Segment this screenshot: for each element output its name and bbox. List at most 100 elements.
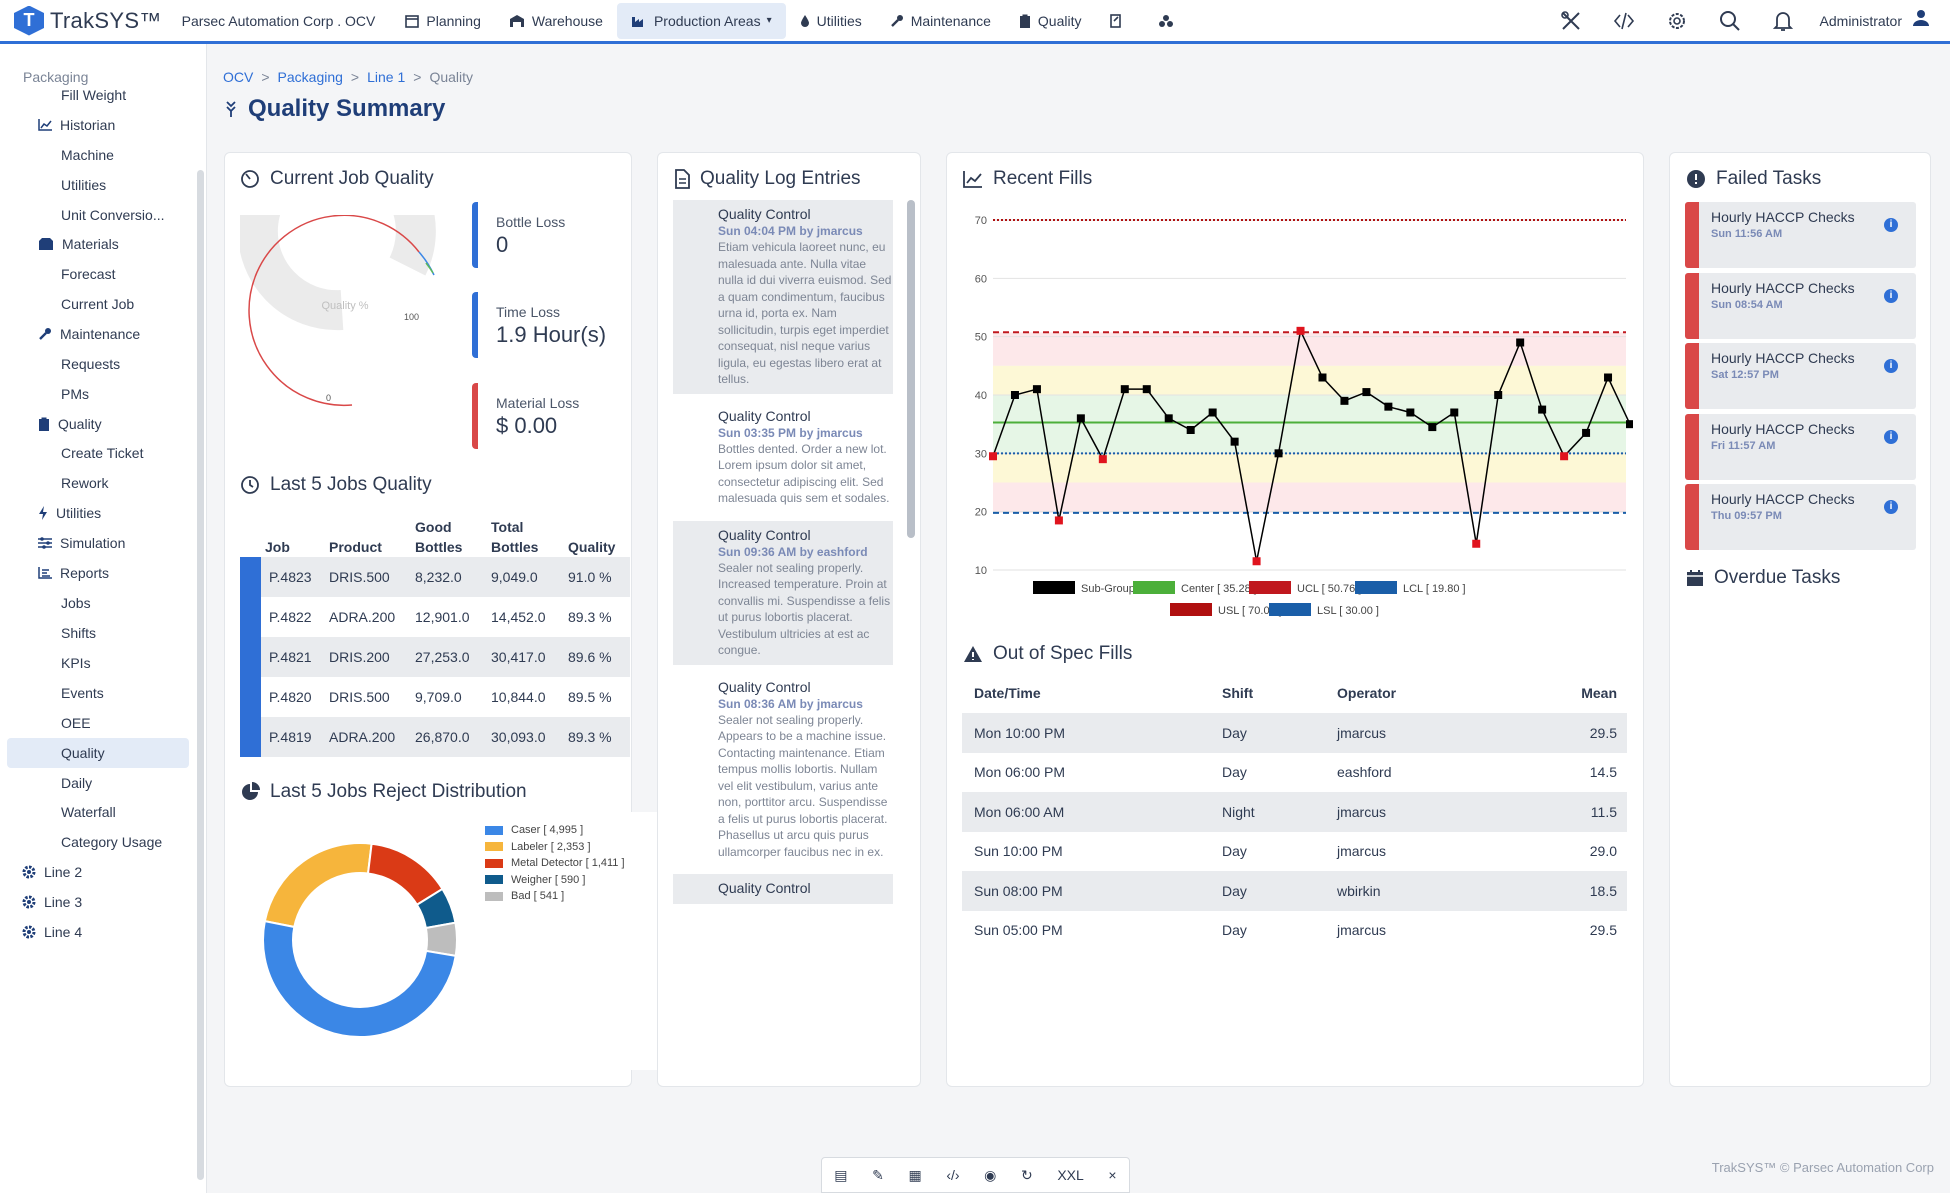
- sidebar-item-utilities[interactable]: Utilities: [61, 170, 106, 200]
- sidebar-item-oee[interactable]: OEE: [61, 708, 91, 738]
- edit-icon[interactable]: ✎: [872, 1166, 884, 1183]
- sidebar-item-pms[interactable]: PMs: [61, 379, 89, 409]
- table-row[interactable]: P.4823 DRIS.500 8,232.0 9,049.0 91.0 %: [240, 557, 630, 597]
- data-point[interactable]: [1164, 414, 1173, 423]
- data-point[interactable]: [1252, 557, 1261, 566]
- data-point[interactable]: [1230, 437, 1239, 446]
- sidebar-item-line-4[interactable]: Line 4: [22, 917, 82, 947]
- data-point[interactable]: [1010, 391, 1019, 399]
- sidebar-item-fill-weight[interactable]: Fill Weight: [61, 80, 126, 110]
- data-point[interactable]: [989, 452, 997, 461]
- code-icon[interactable]: [1598, 0, 1651, 41]
- nav-production-areas[interactable]: Production Areas ▾: [616, 2, 786, 39]
- data-point[interactable]: [1560, 452, 1569, 461]
- failed-task-item[interactable]: Hourly HACCP Checks Sun 11:56 AM i: [1685, 202, 1916, 268]
- data-point[interactable]: [1076, 414, 1085, 423]
- sidebar-scrollbar[interactable]: [197, 170, 204, 1180]
- user-menu[interactable]: Administrator: [1819, 12, 1902, 29]
- sidebar-item-rework[interactable]: Rework: [61, 468, 108, 498]
- settings-gear-icon[interactable]: [1651, 0, 1704, 41]
- sidebar-item-daily[interactable]: Daily: [61, 768, 92, 798]
- sidebar-item-forecast[interactable]: Forecast: [61, 259, 115, 289]
- sidebar-item-utilities[interactable]: Utilities: [38, 498, 101, 528]
- data-point[interactable]: [1296, 326, 1305, 335]
- sidebar-item-category-usage[interactable]: Category Usage: [61, 827, 162, 857]
- sidebar-item-machine[interactable]: Machine: [61, 140, 114, 170]
- data-point[interactable]: [1472, 539, 1481, 548]
- table-row[interactable]: P.4822 ADRA.200 12,901.0 14,452.0 89.3 %: [240, 597, 630, 637]
- data-point[interactable]: [1274, 449, 1283, 458]
- info-icon[interactable]: i: [1884, 359, 1898, 373]
- data-point[interactable]: [1582, 428, 1591, 437]
- page-icon[interactable]: ▤: [834, 1166, 848, 1183]
- breadcrumb-line1[interactable]: Line 1: [367, 69, 406, 85]
- sidebar-item-quality[interactable]: Quality: [38, 409, 102, 439]
- breadcrumb-packaging[interactable]: Packaging: [277, 69, 343, 85]
- failed-task-item[interactable]: Hourly HACCP Checks Sat 12:57 PM i: [1685, 343, 1916, 409]
- data-point[interactable]: [1538, 405, 1547, 414]
- table-row[interactable]: P.4819 ADRA.200 26,870.0 30,093.0 89.3 %: [240, 717, 630, 757]
- nav-quality[interactable]: Quality: [1005, 3, 1096, 39]
- data-point[interactable]: [1318, 373, 1327, 382]
- sidebar-item-historian[interactable]: Historian: [38, 110, 115, 140]
- sidebar-item-jobs[interactable]: Jobs: [61, 588, 91, 618]
- nav-notes-icon[interactable]: [1095, 3, 1144, 39]
- failed-task-item[interactable]: Hourly HACCP Checks Fri 11:57 AM i: [1685, 413, 1916, 480]
- info-icon[interactable]: i: [1884, 288, 1898, 303]
- breadcrumb-ocv[interactable]: OCV: [223, 69, 254, 85]
- log-entry[interactable]: Quality Control: [673, 874, 893, 904]
- table-row[interactable]: Mon 06:00 PM Day eashford 14.5: [962, 753, 1627, 793]
- data-point[interactable]: [1120, 385, 1129, 394]
- tools-icon[interactable]: [1545, 0, 1598, 41]
- user-icon[interactable]: [1912, 9, 1930, 32]
- sidebar-item-current-job[interactable]: Current Job: [61, 289, 134, 319]
- info-icon[interactable]: i: [1884, 500, 1898, 514]
- log-scrollbar[interactable]: [907, 200, 915, 538]
- sidebar-item-maintenance[interactable]: Maintenance: [38, 319, 140, 349]
- data-point[interactable]: [1516, 338, 1525, 347]
- data-point[interactable]: [1450, 408, 1459, 417]
- table-row[interactable]: P.4821 DRIS.200 27,253.0 30,417.0 89.6 %: [240, 637, 630, 677]
- table-row[interactable]: Sun 10:00 PM Day jmarcus 29.0: [962, 832, 1627, 872]
- sidebar-item-kpis[interactable]: KPIs: [61, 648, 91, 678]
- sidebar-item-line-3[interactable]: Line 3: [22, 887, 82, 917]
- data-point[interactable]: [1208, 408, 1217, 417]
- failed-task-item[interactable]: Hourly HACCP Checks Thu 09:57 PM i: [1685, 484, 1916, 550]
- failed-task-item[interactable]: Hourly HACCP Checks Sun 08:54 AM i: [1685, 272, 1916, 339]
- info-icon[interactable]: i: [1884, 218, 1898, 232]
- sidebar-item-materials[interactable]: Materials: [38, 229, 119, 259]
- sidebar-item-reports[interactable]: Reports: [38, 558, 109, 588]
- close-icon[interactable]: ×: [1108, 1167, 1117, 1183]
- data-point[interactable]: [1032, 385, 1041, 394]
- slice-labeler[interactable]: [263, 842, 373, 929]
- sidebar-item-shifts[interactable]: Shifts: [61, 618, 96, 648]
- size-selector[interactable]: XXL: [1057, 1167, 1084, 1183]
- sidebar-item-waterfall[interactable]: Waterfall: [61, 797, 116, 827]
- table-row[interactable]: Sun 08:00 PM Day wbirkin 18.5: [962, 871, 1627, 911]
- nav-utilities[interactable]: Utilities: [786, 3, 876, 39]
- data-point[interactable]: [1186, 426, 1195, 434]
- sidebar-item-create-ticket[interactable]: Create Ticket: [61, 438, 143, 468]
- quality-log-list[interactable]: Quality Control Sun 04:04 PM by jmarcus Et…: [673, 200, 895, 973]
- log-entry[interactable]: Quality Control Sun 04:04 PM by jmarcus Et…: [673, 200, 893, 394]
- log-entry[interactable]: Quality Control Sun 08:36 AM by jmarcus Se…: [673, 673, 893, 867]
- data-point[interactable]: [1098, 455, 1107, 464]
- data-point[interactable]: [1494, 391, 1503, 399]
- data-point[interactable]: [1362, 388, 1371, 397]
- data-point[interactable]: [1142, 385, 1151, 394]
- grid-icon[interactable]: ▦: [908, 1166, 922, 1183]
- code-view-icon[interactable]: ‹/›: [946, 1167, 960, 1183]
- sidebar-item-simulation[interactable]: Simulation: [38, 528, 125, 558]
- site-selector[interactable]: Parsec Automation Corp . OCV: [181, 12, 376, 29]
- search-icon[interactable]: [1704, 0, 1757, 41]
- table-row[interactable]: Mon 06:00 AM Night jmarcus 11.5: [962, 792, 1627, 832]
- sidebar-item-unit-conversio[interactable]: Unit Conversio...: [61, 200, 164, 230]
- log-entry[interactable]: Quality Control Sun 09:36 AM by eashford S…: [673, 520, 893, 665]
- data-point[interactable]: [1340, 396, 1349, 405]
- app-logo[interactable]: T TrakSYS™: [14, 5, 162, 36]
- sidebar-item-events[interactable]: Events: [61, 678, 104, 708]
- data-point[interactable]: [1406, 408, 1415, 417]
- table-row[interactable]: P.4820 DRIS.500 9,709.0 10,844.0 89.5 %: [240, 677, 630, 717]
- data-point[interactable]: [1428, 423, 1437, 432]
- data-point[interactable]: [1054, 516, 1063, 525]
